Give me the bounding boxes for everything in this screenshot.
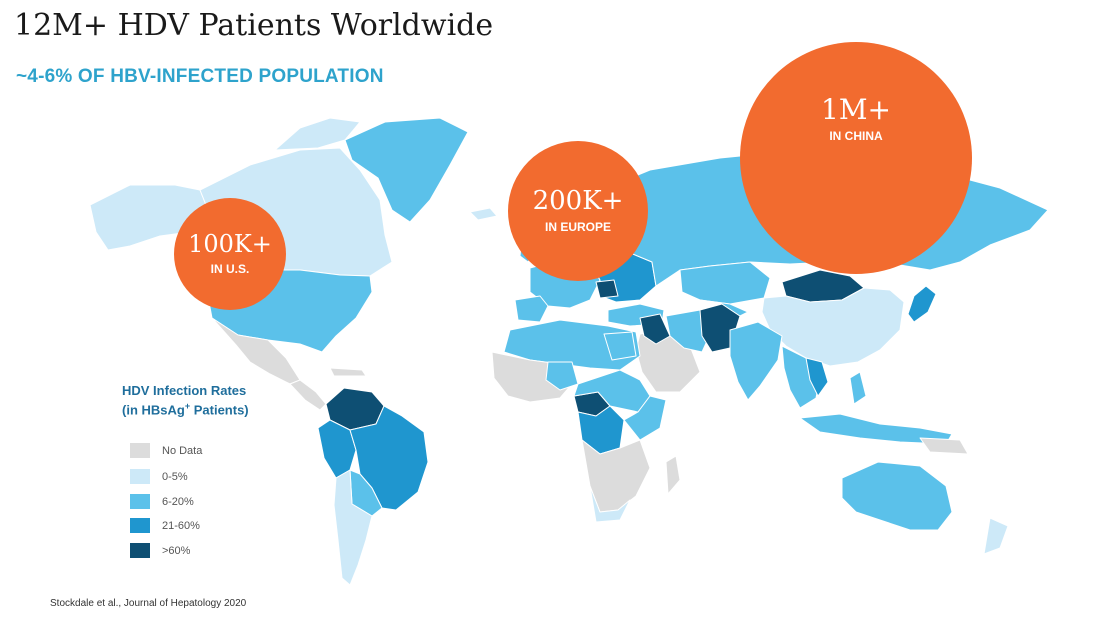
legend-title-line2-pre: (in HBsAg [122,401,185,417]
legend-title-line2-sup: + [184,400,191,411]
region-new-guinea [919,437,969,455]
legend-title-line2-post: Patients) [190,401,249,417]
region-india [729,321,783,401]
region-central-asia [699,299,749,317]
legend-item-no-data: No Data [130,443,202,458]
region-central-america [289,379,327,411]
legend-swatch-21-60 [130,518,150,533]
bubble-us: 100K+ IN U.S. [174,198,286,310]
region-iraq [639,313,671,345]
region-nigeria [545,361,579,391]
legend-swatch-0-5 [130,469,150,484]
legend-item-6-20: 6-20% [130,494,194,509]
region-new-zealand [983,517,1009,555]
bubble-us-value: 100K+ [188,230,272,259]
region-iberia [514,295,549,323]
legend-title-line1: HDV Infection Rates [122,383,247,398]
legend-label-no-data: No Data [162,444,203,457]
legend-label-gt-60: >60% [162,544,191,557]
region-argentina [333,469,373,586]
region-greenland [344,117,469,223]
legend-title: HDV Infection Rates (in HBsAg+ Patients) [122,382,249,418]
region-iceland [469,207,498,221]
region-philippines [849,371,867,405]
region-romania [595,279,619,299]
region-east-africa [623,395,667,441]
region-egypt [603,331,637,361]
region-peru [317,419,357,479]
legend-label-21-60: 21-60% [162,519,200,532]
region-arctic-islands [274,117,361,151]
bubble-china-label: IN CHINA [829,128,883,143]
bubble-europe-label: IN EUROPE [544,219,611,234]
region-australia [841,461,953,531]
region-japan [907,285,937,323]
legend-label-6-20: 6-20% [162,495,194,508]
legend-swatch-no-data [130,443,150,458]
bubble-europe-value: 200K+ [532,186,624,217]
region-south-africa [589,485,631,523]
region-kazakhstan [679,261,771,305]
legend-item-0-5: 0-5% [130,469,188,484]
bubble-us-label: IN U.S. [210,261,250,276]
region-caribbean [329,367,367,377]
region-vietnam [805,357,829,397]
legend-item-21-60: 21-60% [130,518,200,533]
bubble-china: 1M+ IN CHINA [740,42,972,274]
region-madagascar [665,455,681,495]
page-subtitle: ~4-6% OF HBV-INFECTED POPULATION [16,66,384,87]
page-title: 12M+ HDV Patients Worldwide [14,8,494,43]
legend-label-0-5: 0-5% [162,470,188,483]
legend-swatch-6-20 [130,494,150,509]
legend-item-gt-60: >60% [130,543,190,558]
legend-swatch-gt-60 [130,543,150,558]
bubble-china-value: 1M+ [821,93,891,127]
legend-title-line2: (in HBsAg+ Patients) [122,400,249,419]
bubble-europe: 200K+ IN EUROPE [508,141,648,281]
source-citation: Stockdale et al., Journal of Hepatology … [50,598,247,609]
